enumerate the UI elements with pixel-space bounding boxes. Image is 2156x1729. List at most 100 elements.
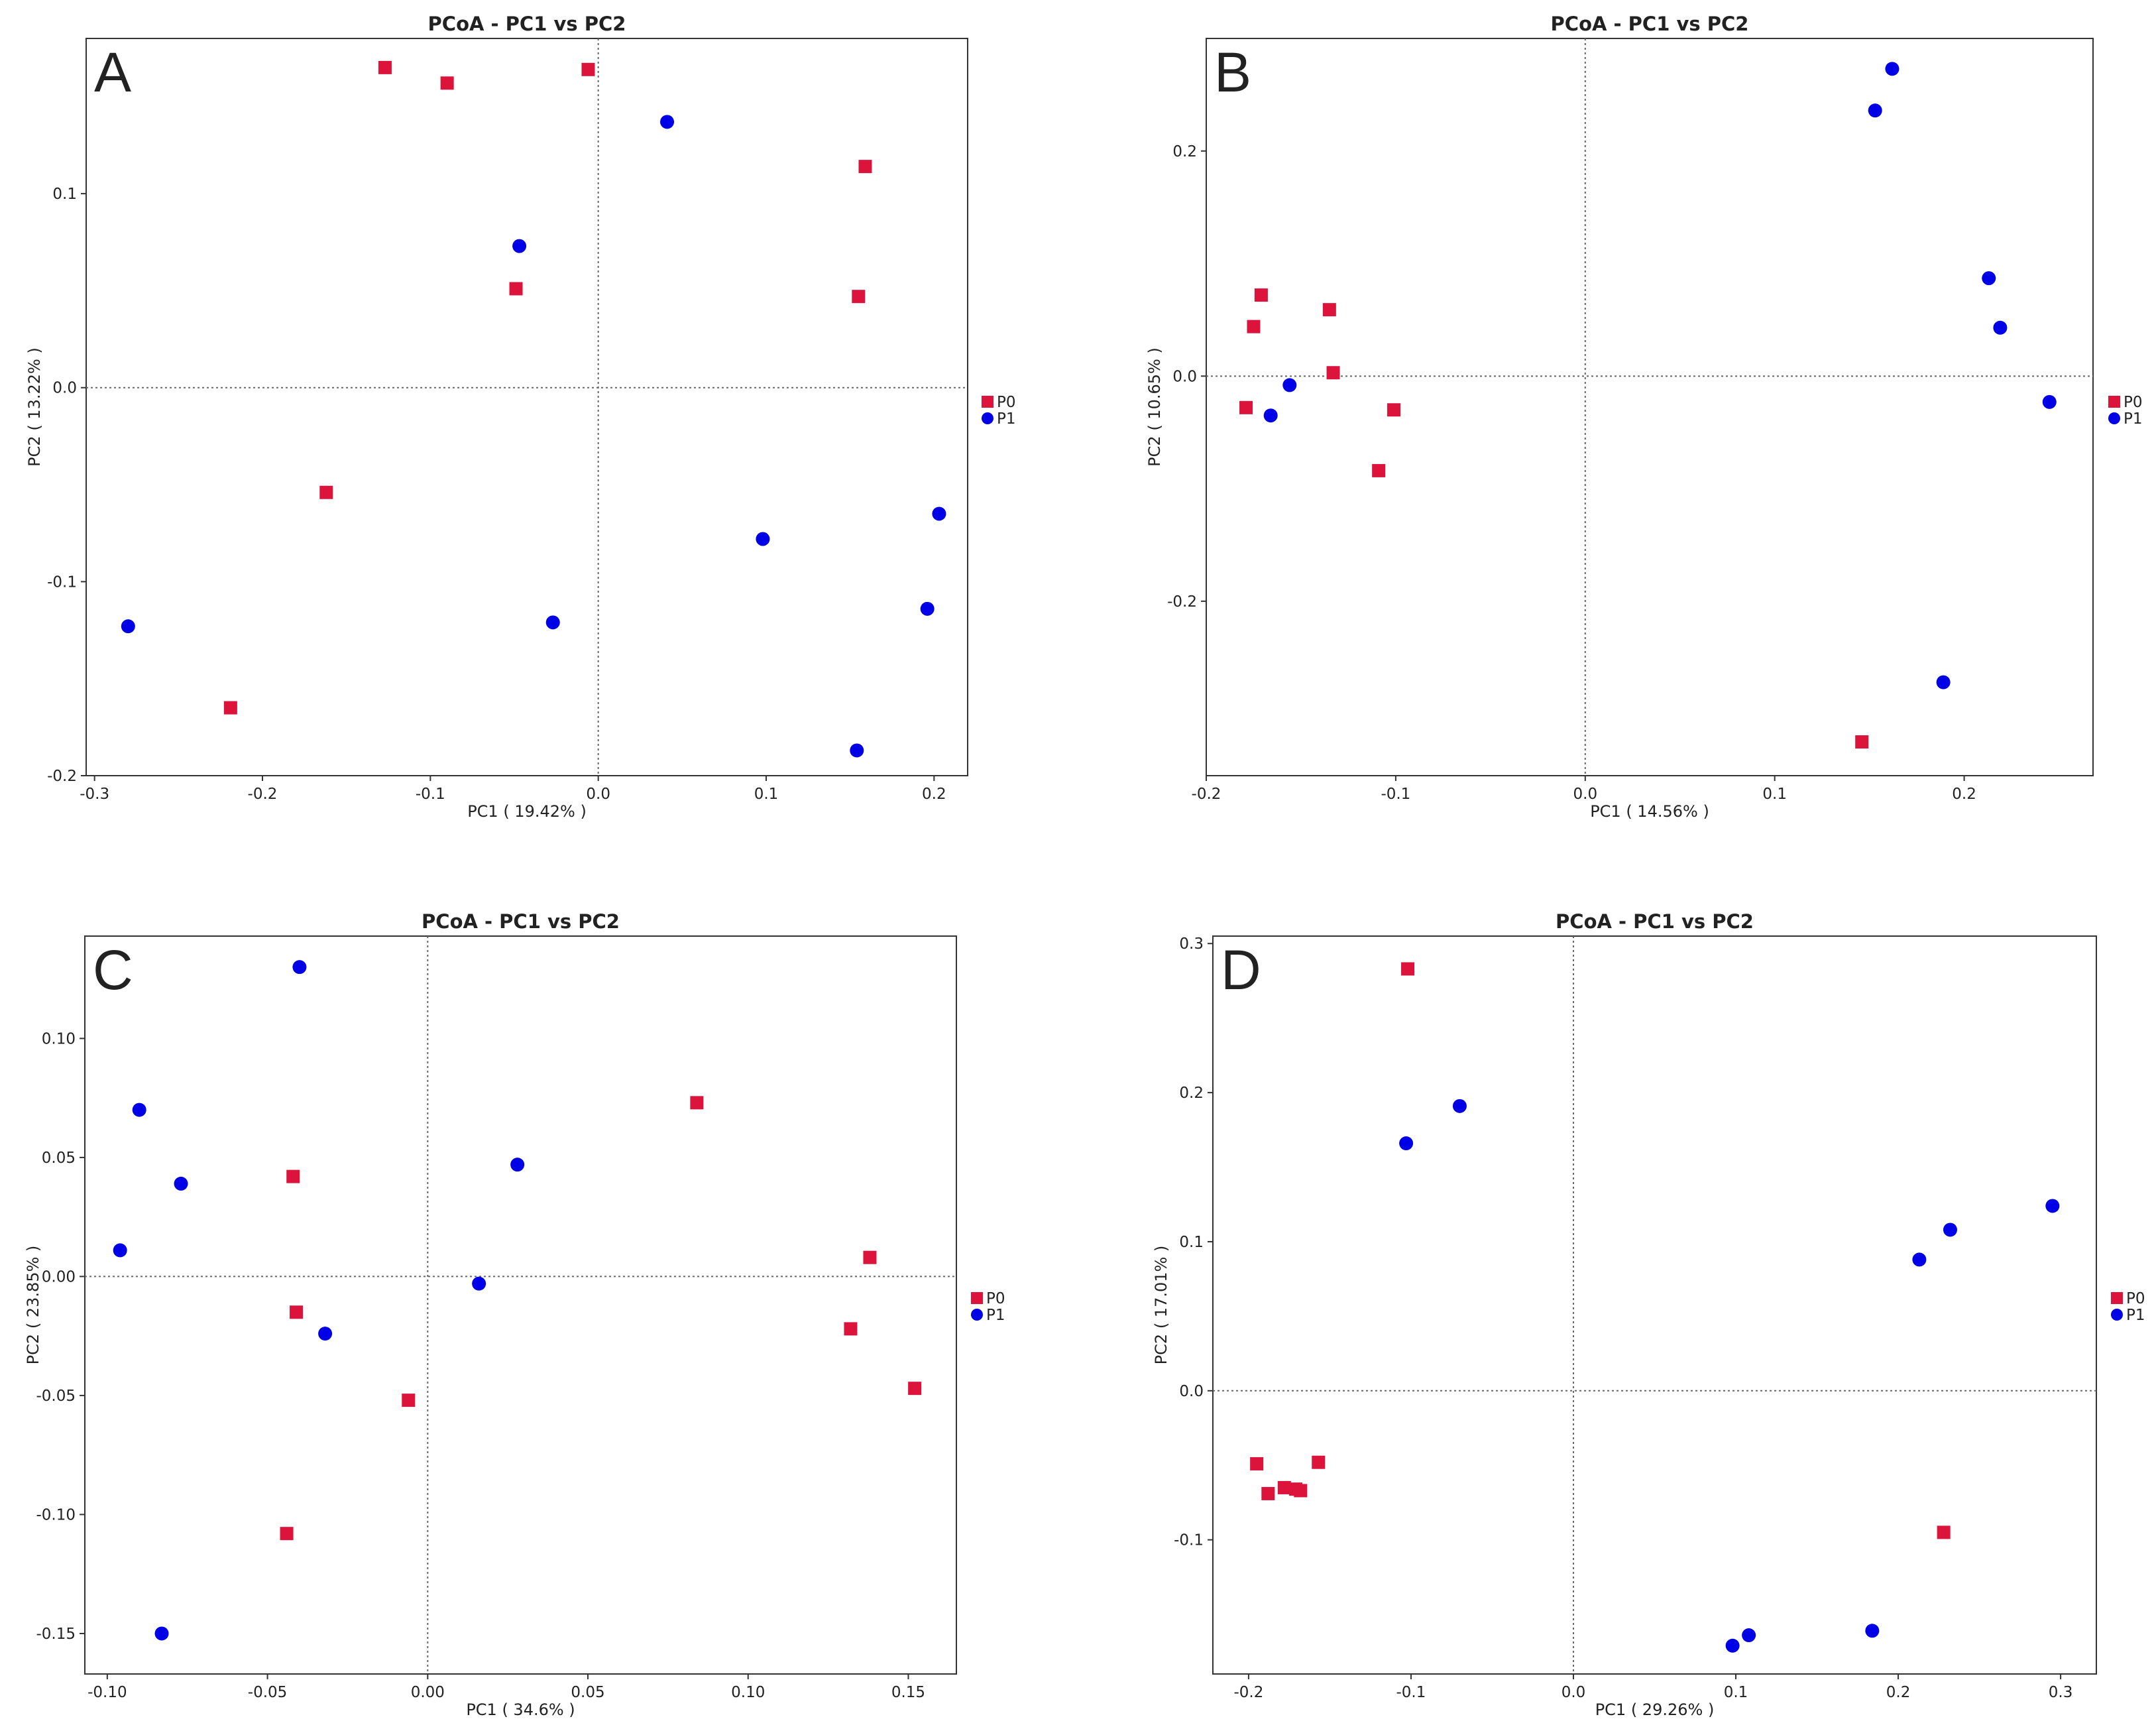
pcoa-panel-b: PCoA - PC1 vs PC2 -0.2 -0.1 0.0 0.1 0.2 -0.2 0.… bbox=[1145, 13, 2143, 821]
data-point-p0 bbox=[1937, 1525, 1951, 1539]
data-point-p0 bbox=[280, 1527, 294, 1541]
y-tick-label: 0.3 bbox=[1179, 935, 1204, 953]
x-tick-label: -0.2 bbox=[248, 786, 278, 803]
x-tick-label: 0.2 bbox=[1886, 1684, 1911, 1701]
x-tick-label: -0.1 bbox=[416, 786, 445, 803]
chart-title: PCoA - PC1 vs PC2 bbox=[422, 910, 620, 933]
chart-title: PCoA - PC1 vs PC2 bbox=[1551, 13, 1749, 35]
data-point-p0 bbox=[509, 282, 523, 296]
x-tick-label: 0.0 bbox=[1561, 1684, 1586, 1701]
plot-frame bbox=[84, 935, 957, 1675]
data-point-p1 bbox=[512, 239, 527, 253]
x-axis-label: PC1 ( 34.6% ) bbox=[466, 1700, 575, 1719]
data-point-p0 bbox=[1261, 1486, 1275, 1500]
legend-label: P1 bbox=[2126, 1307, 2145, 1324]
x-tick-label: 0.00 bbox=[411, 1684, 445, 1701]
panel-letter: D bbox=[1221, 939, 1261, 1001]
x-tick-label: 0.2 bbox=[922, 786, 946, 803]
data-point-p1 bbox=[1725, 1638, 1740, 1653]
legend-marker-square bbox=[982, 396, 993, 408]
data-point-p0 bbox=[1387, 403, 1401, 417]
panel-letter: A bbox=[94, 41, 131, 103]
y-axis-label: PC2 ( 23.85% ) bbox=[24, 1246, 42, 1365]
data-point-p0 bbox=[1855, 735, 1869, 749]
data-point-p0 bbox=[1312, 1455, 1326, 1469]
data-point-p1 bbox=[292, 960, 307, 975]
data-point-p1 bbox=[1452, 1099, 1467, 1113]
legend-label: P0 bbox=[2126, 1290, 2145, 1307]
data-point-p1 bbox=[318, 1327, 333, 1341]
data-point-p0 bbox=[402, 1394, 416, 1407]
x-axis-label: PC1 ( 19.42% ) bbox=[467, 802, 587, 821]
data-point-p1 bbox=[154, 1626, 169, 1641]
x-tick-label: -0.1 bbox=[1381, 786, 1410, 803]
legend-marker-square bbox=[971, 1292, 983, 1304]
data-point-p1 bbox=[1282, 378, 1297, 392]
x-axis-label: PC1 ( 29.26% ) bbox=[1595, 1700, 1715, 1719]
x-tick-label: 0.2 bbox=[1952, 786, 1976, 803]
data-point-p1 bbox=[1885, 62, 1900, 76]
data-point-p0 bbox=[1247, 320, 1261, 333]
x-tick-label: 0.10 bbox=[731, 1684, 765, 1701]
data-point-p0 bbox=[1254, 288, 1268, 302]
data-point-p0 bbox=[378, 60, 392, 74]
data-point-p0 bbox=[852, 290, 866, 304]
panel-letter: B bbox=[1214, 41, 1251, 103]
data-point-p1 bbox=[121, 619, 135, 634]
data-point-p0 bbox=[1322, 303, 1336, 317]
y-tick-label: -0.05 bbox=[36, 1388, 76, 1405]
data-point-p1 bbox=[920, 601, 935, 616]
data-point-p0 bbox=[1326, 366, 1340, 380]
y-tick-label: -0.15 bbox=[36, 1626, 76, 1643]
data-point-p1 bbox=[545, 615, 560, 630]
y-tick-label: 0.10 bbox=[42, 1030, 76, 1047]
data-point-p1 bbox=[1943, 1222, 1957, 1237]
y-tick-label: 0.1 bbox=[1179, 1234, 1204, 1251]
data-point-p0 bbox=[858, 160, 872, 174]
legend-marker-square bbox=[2111, 1292, 2123, 1304]
y-tick-label: 0.05 bbox=[42, 1150, 76, 1167]
y-tick-label: -0.2 bbox=[47, 768, 77, 785]
legend-marker-circle bbox=[2108, 412, 2120, 424]
x-tick-label: -0.3 bbox=[80, 786, 109, 803]
y-axis-label: PC2 ( 10.65% ) bbox=[1145, 347, 1164, 467]
pcoa-panel-a: PCoA - PC1 vs PC2-0.3 -0.2 -0.1 0.0 0.1 0.2-0… bbox=[25, 13, 1016, 821]
data-point-p1 bbox=[1742, 1628, 1756, 1643]
data-point-p1 bbox=[472, 1276, 486, 1291]
legend-label: P0 bbox=[986, 1290, 1005, 1307]
data-point-p1 bbox=[1936, 675, 1951, 689]
data-point-p0 bbox=[1239, 400, 1253, 414]
data-point-p0 bbox=[319, 485, 333, 499]
data-point-p0 bbox=[690, 1096, 704, 1110]
data-point-p1 bbox=[1912, 1252, 1927, 1267]
legend-marker-circle bbox=[982, 412, 993, 424]
y-tick-label: 0.2 bbox=[1179, 1085, 1204, 1102]
data-point-p1 bbox=[1865, 1624, 1880, 1638]
data-point-p1 bbox=[1263, 408, 1278, 423]
legend-marker-square bbox=[2108, 396, 2120, 408]
y-tick-label: -0.10 bbox=[36, 1506, 76, 1523]
data-point-p1 bbox=[1982, 271, 1996, 286]
data-point-p1 bbox=[2042, 394, 2057, 409]
data-point-p0 bbox=[908, 1382, 922, 1396]
data-point-p1 bbox=[1399, 1136, 1414, 1151]
x-tick-label: 0.1 bbox=[1724, 1684, 1748, 1701]
data-point-p1 bbox=[756, 532, 770, 546]
data-point-p1 bbox=[932, 507, 946, 521]
x-tick-label: 0.1 bbox=[754, 786, 779, 803]
x-tick-label: 0.3 bbox=[2049, 1684, 2073, 1701]
x-tick-label: 0.1 bbox=[1762, 786, 1787, 803]
chart-title: PCoA - PC1 vs PC2 bbox=[1556, 910, 1754, 933]
y-tick-label: -0.2 bbox=[1167, 593, 1197, 611]
legend-label: P1 bbox=[997, 410, 1016, 428]
y-axis-label: PC2 ( 13.22% ) bbox=[25, 347, 44, 467]
x-tick-label: 0.05 bbox=[571, 1684, 604, 1701]
x-tick-label: 0.0 bbox=[586, 786, 610, 803]
data-point-p1 bbox=[660, 115, 675, 129]
panel-letter: C bbox=[93, 939, 133, 1001]
